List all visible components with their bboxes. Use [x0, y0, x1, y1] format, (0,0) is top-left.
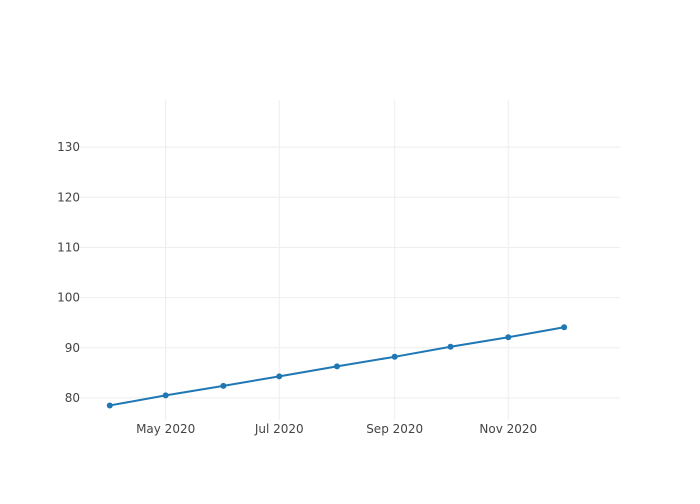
x-tick-label: Nov 2020 [479, 422, 537, 436]
data-point [561, 324, 568, 331]
data-point [220, 382, 227, 389]
y-tick-label: 100 [57, 291, 80, 305]
x-tick-label: Jul 2020 [254, 422, 304, 436]
x-tick-label: Sep 2020 [366, 422, 423, 436]
data-point [333, 363, 340, 370]
y-tick-label: 80 [65, 391, 80, 405]
y-tick-label: 120 [57, 190, 80, 204]
x-tick-label: May 2020 [136, 422, 195, 436]
data-point [276, 373, 283, 380]
data-point [106, 402, 113, 409]
gridlines [80, 100, 620, 420]
data-point [505, 334, 512, 341]
data-point [162, 392, 169, 399]
data-point [447, 343, 454, 350]
y-tick-label: 110 [57, 240, 80, 254]
series-group [106, 324, 568, 409]
y-tick-label: 130 [57, 140, 80, 154]
y-tick-label: 90 [65, 341, 80, 355]
x-axis-ticks: May 2020 Jul 2020 Sep 2020 Nov 2020 [136, 422, 537, 436]
data-point [391, 353, 398, 360]
y-axis-ticks: 80 90 100 110 120 130 [57, 140, 80, 405]
